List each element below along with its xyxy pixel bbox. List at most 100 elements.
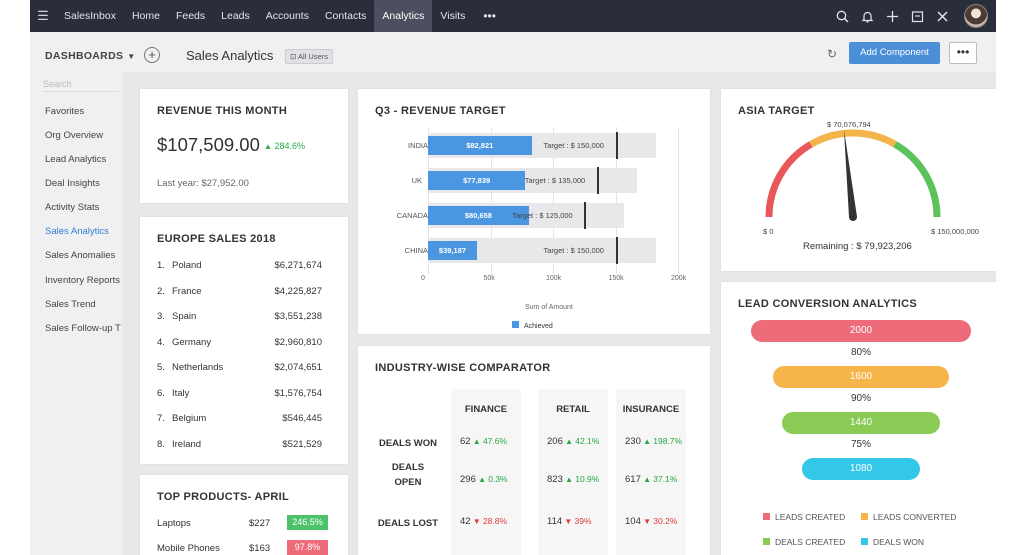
funnel-bar[interactable]: 1440 <box>781 412 941 434</box>
sidebar-item-sales-anomalies[interactable]: Sales Anomalies <box>45 250 116 261</box>
row-index: 2. <box>157 285 165 297</box>
down-arrow-icon: ▼ <box>562 517 575 526</box>
users-badge-label: All Users <box>297 52 328 61</box>
gauge-segment <box>893 141 941 218</box>
row-label: DEALS LOST <box>377 518 439 529</box>
sidebar-item-deal-insights[interactable]: Deal Insights <box>45 178 100 189</box>
achieved-bar[interactable]: $77,839 <box>428 171 526 190</box>
revenue-title: REVENUE THIS MONTH <box>157 105 288 117</box>
list-item[interactable]: Laptops $227 246.5% <box>157 515 328 530</box>
funnel-bar[interactable]: 1080 <box>801 458 921 480</box>
q3-legend[interactable]: Achieved <box>512 321 553 330</box>
gauge-needle <box>843 129 857 218</box>
y-tick-label: CHINA <box>404 246 428 255</box>
q3-xlabel: Sum of Amount <box>525 304 573 311</box>
nav-item-home[interactable]: Home <box>131 10 160 22</box>
gridline <box>553 127 554 274</box>
cell-value: 62 <box>460 436 471 447</box>
add-component-button[interactable]: Add Component <box>849 42 940 64</box>
country-name: Belgium <box>172 413 207 424</box>
row-index: 6. <box>157 387 165 399</box>
industry-comparator-card[interactable]: INDUSTRY-WISE COMPARATOR FINANCE RETAIL IN… <box>358 346 710 555</box>
sidebar-item-favorites[interactable]: Favorites <box>45 106 85 117</box>
tools-icon[interactable] <box>931 0 953 32</box>
legend-item[interactable]: LEADS CREATED <box>763 512 845 522</box>
comparator-cell: 62 ▲ 47.6% <box>460 436 507 447</box>
sidebar-item-lead-analytics[interactable]: Lead Analytics <box>45 154 107 165</box>
sales-amount: $546,445 <box>282 413 322 424</box>
refresh-icon[interactable]: ↻ <box>827 47 838 61</box>
sidebar-item-activity-stats[interactable]: Activity Stats <box>45 202 100 213</box>
cell-change: 10.9% <box>575 474 600 484</box>
comparator-cell: 114 ▼ 39% <box>547 516 592 527</box>
nav-item-analytics[interactable]: Analytics <box>374 0 433 32</box>
y-tick-label: INDIA <box>407 141 428 150</box>
target-label: Target : $ 150,000 <box>543 141 604 150</box>
sidebar-item-org-overview[interactable]: Org Overview <box>45 130 104 141</box>
revenue-change-value: 284.6% <box>274 141 305 151</box>
target-marker <box>615 237 618 264</box>
nav-item-leads[interactable]: Leads <box>221 10 250 22</box>
dashboards-dropdown[interactable]: DASHBOARDS ▼ <box>45 50 135 62</box>
nav-item-feeds[interactable]: Feeds <box>175 10 206 22</box>
revenue-card[interactable]: REVENUE THIS MONTH $107,509.00 ▲ 284.6% … <box>140 89 348 203</box>
legend-item[interactable]: LEADS CONVERTED <box>861 512 956 522</box>
row-index: 8. <box>157 438 165 450</box>
column-header: INSURANCE <box>622 404 680 415</box>
sales-amount: $4,225,827 <box>274 285 322 297</box>
top-products-card[interactable]: TOP PRODUCTS- APRIL Laptops $227 246.5% Mob… <box>140 475 348 555</box>
asia-target-card[interactable]: ASIA TARGET $ 70,076,794 $ 0 $ 150,000,0… <box>721 89 996 271</box>
x-tick-label: 150k <box>608 275 624 282</box>
country-name: Ireland <box>172 438 202 450</box>
calendar-icon[interactable] <box>906 0 928 32</box>
funnel-bar[interactable]: 2000 <box>751 320 971 342</box>
row-index: 4. <box>157 336 165 348</box>
sidebar-item-inventory-reports[interactable]: Inventory Reports <box>45 275 120 286</box>
conversion-rate: 75% <box>850 439 871 450</box>
plus-icon[interactable] <box>881 0 903 32</box>
hamburger-menu-icon[interactable]: ☰ <box>37 8 49 23</box>
gauge-remaining: Remaining : $ 79,923,206 <box>803 241 912 252</box>
product-amount: $227 <box>249 518 271 529</box>
sidebar-search-input[interactable]: Search <box>43 79 119 92</box>
country-name: Netherlands <box>172 362 224 373</box>
achieved-bar[interactable]: $80,658 <box>428 206 529 225</box>
achieved-bar[interactable]: $39,187 <box>428 241 477 260</box>
sales-amount: $2,960,810 <box>274 336 322 348</box>
lead-conversion-card[interactable]: LEAD CONVERSION ANALYTICS 2000 80% 1600 90%… <box>721 282 996 555</box>
bell-icon[interactable] <box>856 0 878 32</box>
nav-more-icon[interactable]: ••• <box>483 9 496 23</box>
more-options-button[interactable]: ••• <box>949 42 977 64</box>
nav-item-accounts[interactable]: Accounts <box>265 10 309 22</box>
nav-right-icons <box>831 0 988 32</box>
legend-item[interactable]: DEALS WON <box>861 537 924 547</box>
funnel-bar[interactable]: 1600 <box>773 366 949 388</box>
achieved-bar[interactable]: $82,821 <box>428 136 532 155</box>
user-avatar[interactable] <box>964 4 988 28</box>
row-index: 5. <box>157 362 165 373</box>
sales-amount: $6,271,674 <box>274 260 322 271</box>
gauge-min-label: $ 0 <box>763 227 774 236</box>
lead-title: LEAD CONVERSION ANALYTICS <box>738 298 918 310</box>
nav-item-visits[interactable]: Visits <box>440 10 466 22</box>
sidebar-item-sales-follow-up[interactable]: Sales Follow-up T <box>45 323 121 334</box>
add-dashboard-icon[interactable]: + <box>144 47 160 63</box>
europe-sales-card[interactable]: EUROPE SALES 2018 1. Poland $6,271,674 2. Fr… <box>140 217 348 464</box>
cell-value: 206 <box>547 436 563 447</box>
sidebar-item-sales-analytics[interactable]: Sales Analytics <box>45 226 109 237</box>
nav-item-contacts[interactable]: Contacts <box>324 10 367 22</box>
list-item[interactable]: Mobile Phones $163 97.8% <box>157 540 328 555</box>
target-marker <box>596 167 599 194</box>
country-name: Italy <box>172 387 190 399</box>
search-icon[interactable] <box>831 0 853 32</box>
legend-item[interactable]: DEALS CREATED <box>763 537 845 547</box>
change-badge: 97.8% <box>287 540 328 555</box>
gridline <box>490 127 492 274</box>
cell-change: 42.1% <box>575 436 600 446</box>
up-arrow-icon: ▲ <box>470 437 483 446</box>
users-filter-badge[interactable]: ⊡ All Users <box>285 49 333 64</box>
chevron-down-icon: ▼ <box>127 52 136 61</box>
nav-brand[interactable]: SalesInbox <box>64 10 116 22</box>
sidebar-item-sales-trend[interactable]: Sales Trend <box>45 299 96 310</box>
q3-revenue-target-card[interactable]: Q3 - REVENUE TARGET 0 50k 100k 150k 200k INDI… <box>358 89 710 334</box>
